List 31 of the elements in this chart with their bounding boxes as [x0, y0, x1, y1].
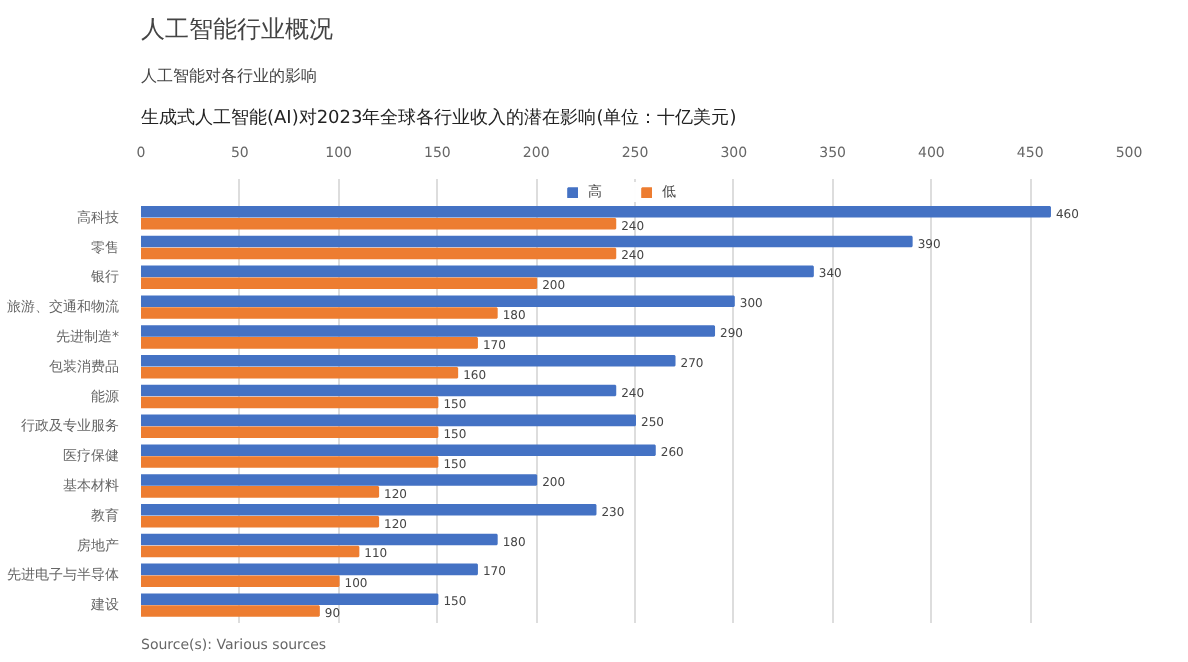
- bar: [141, 426, 439, 439]
- bar: [141, 444, 656, 456]
- bar: [141, 384, 617, 397]
- bar: [141, 366, 459, 379]
- bar: [141, 277, 538, 290]
- bar: [141, 575, 340, 588]
- bar: [141, 217, 617, 230]
- bar: [141, 235, 913, 248]
- bar: [141, 396, 439, 409]
- bar: [141, 593, 439, 605]
- bar: [141, 307, 498, 319]
- bar: [141, 563, 478, 576]
- bar: [141, 605, 320, 617]
- bar: [141, 533, 498, 546]
- bar: [141, 515, 380, 528]
- chart-title: 人工智能行业概况: [141, 15, 333, 43]
- bar: [141, 265, 814, 278]
- bar: [141, 414, 636, 427]
- bar: [141, 206, 1051, 218]
- bar: [141, 247, 617, 260]
- bar: [141, 504, 597, 516]
- bar: [141, 325, 716, 337]
- bar: [141, 355, 676, 367]
- bar: [141, 486, 380, 498]
- bar: [141, 474, 538, 486]
- text: 生成式人工智能(AI)对2023年全球各行业收入的潜在影响(单位：十亿美元): [141, 107, 737, 129]
- bar: [141, 456, 439, 468]
- bar: [141, 295, 735, 307]
- bar: [141, 545, 360, 558]
- bar: [141, 337, 478, 349]
- chart-subtitle: 人工智能对各行业的影响: [141, 67, 317, 85]
